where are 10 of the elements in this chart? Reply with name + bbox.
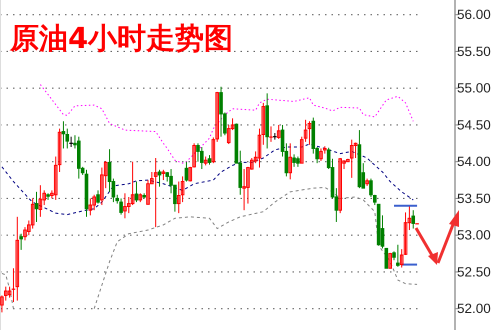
title: 原油4小时走势图 (10, 21, 234, 55)
y-tick-label: 55.00 (457, 80, 491, 96)
y-tick-label: 54.00 (457, 154, 491, 170)
y-tick-label: 53.00 (457, 228, 491, 243)
y-tick-label: 53.50 (457, 190, 491, 206)
y-tick-label: 56.00 (457, 7, 491, 22)
y-tick-label: 54.50 (457, 117, 491, 132)
y-tick-label: 55.50 (457, 44, 491, 59)
y-tick-label: 52.50 (457, 264, 491, 280)
y-tick-label: 52.00 (457, 301, 491, 316)
